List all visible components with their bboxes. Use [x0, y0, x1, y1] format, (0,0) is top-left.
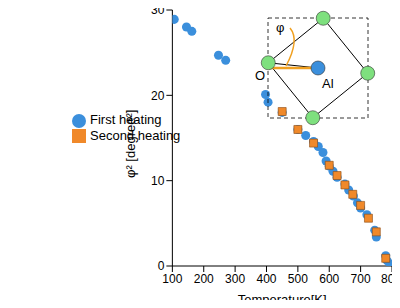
svg-text:Al: Al	[322, 76, 334, 91]
html-text:First heating: First heating	[90, 112, 162, 127]
svg-text:800: 800	[381, 272, 392, 286]
svg-text:700: 700	[351, 272, 371, 286]
svg-text:400: 400	[256, 272, 276, 286]
svg-text:100: 100	[162, 272, 182, 286]
svg-text:200: 200	[194, 272, 214, 286]
svg-text:300: 300	[225, 272, 245, 286]
svg-text:Temperature[K]: Temperature[K]	[238, 292, 327, 300]
svg-text:0: 0	[158, 259, 165, 273]
svg-text:600: 600	[319, 272, 339, 286]
svg-text:30: 30	[151, 8, 165, 17]
html-text:Second heating: Second heating	[90, 127, 181, 143]
svg-text:O: O	[255, 68, 265, 83]
svg-text:20: 20	[151, 89, 165, 103]
svg-text:φ: φ	[276, 20, 284, 35]
svg-text:500: 500	[288, 272, 308, 286]
svg-text:φ² [degree²]: φ² [degree²]	[123, 110, 138, 178]
svg-text:10: 10	[151, 174, 165, 188]
